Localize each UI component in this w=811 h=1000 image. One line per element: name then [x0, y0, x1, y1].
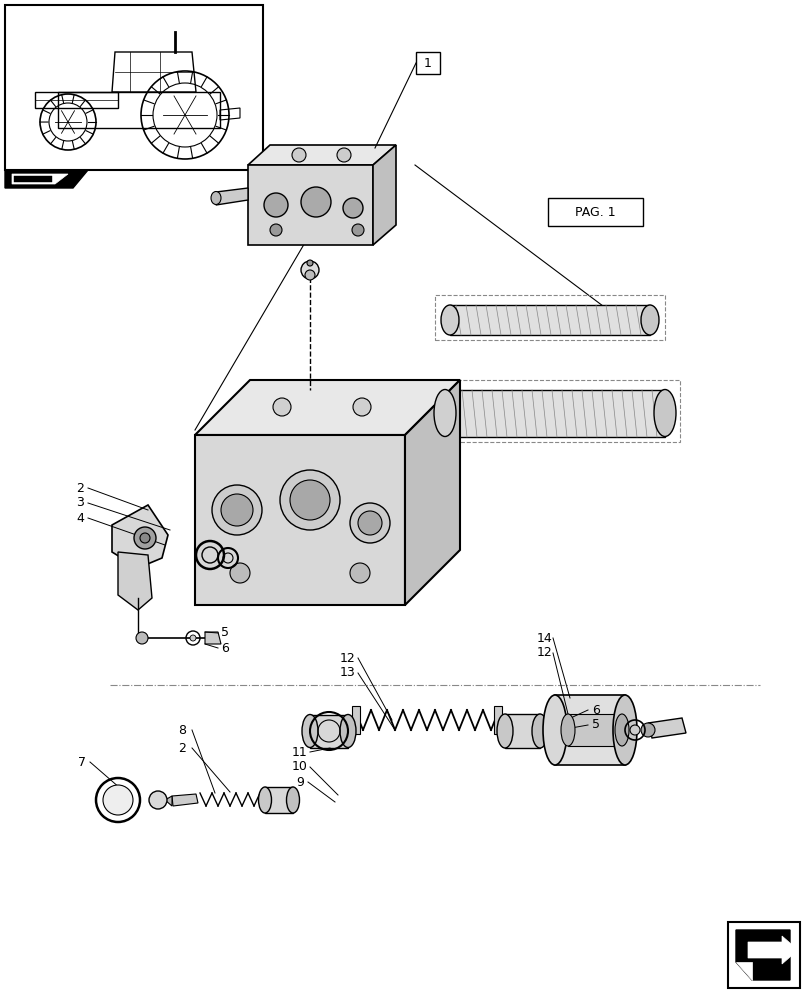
Circle shape [264, 193, 288, 217]
Text: 7: 7 [78, 756, 86, 768]
Text: PAG. 1: PAG. 1 [574, 206, 615, 219]
Circle shape [270, 224, 281, 236]
Text: 12: 12 [536, 646, 552, 660]
Text: 10: 10 [292, 760, 307, 774]
Circle shape [139, 533, 150, 543]
Circle shape [292, 148, 306, 162]
Polygon shape [165, 796, 172, 806]
Ellipse shape [433, 389, 456, 436]
Text: 4: 4 [76, 512, 84, 524]
Circle shape [305, 270, 315, 280]
Circle shape [350, 503, 389, 543]
Polygon shape [735, 930, 789, 980]
Polygon shape [14, 176, 52, 182]
Ellipse shape [302, 714, 318, 747]
Ellipse shape [640, 305, 659, 335]
Circle shape [337, 148, 350, 162]
Circle shape [148, 791, 167, 809]
Circle shape [351, 224, 363, 236]
Ellipse shape [440, 305, 458, 335]
Ellipse shape [543, 695, 566, 765]
Text: 9: 9 [296, 776, 303, 788]
Circle shape [353, 398, 371, 416]
Text: 3: 3 [76, 496, 84, 510]
Text: 2: 2 [178, 741, 186, 754]
Polygon shape [647, 718, 685, 738]
Polygon shape [264, 787, 293, 813]
Polygon shape [112, 505, 168, 568]
Polygon shape [747, 936, 797, 964]
Polygon shape [195, 435, 405, 605]
Polygon shape [449, 305, 649, 335]
Bar [5, 5, 263, 170]
Text: 12: 12 [340, 652, 355, 664]
Polygon shape [216, 188, 247, 205]
Circle shape [301, 261, 319, 279]
Polygon shape [735, 962, 751, 980]
Bar [424, 380, 679, 442]
Ellipse shape [211, 192, 221, 205]
Circle shape [190, 635, 195, 641]
Circle shape [629, 725, 639, 735]
Bar [435, 295, 664, 340]
Polygon shape [5, 170, 88, 188]
Circle shape [301, 187, 331, 217]
Bar [547, 198, 642, 226]
Text: 5: 5 [591, 718, 599, 731]
Bar [727, 922, 799, 988]
Polygon shape [172, 794, 198, 806]
Text: 1: 1 [423, 57, 431, 70]
Text: 14: 14 [536, 632, 552, 644]
Circle shape [212, 485, 262, 535]
Circle shape [350, 563, 370, 583]
Circle shape [307, 260, 312, 266]
Polygon shape [195, 380, 460, 435]
Polygon shape [444, 390, 664, 437]
Bar [415, 52, 440, 74]
Polygon shape [405, 380, 460, 605]
Bar [351, 706, 359, 734]
Ellipse shape [531, 714, 547, 748]
Text: 13: 13 [340, 666, 355, 680]
Polygon shape [247, 145, 396, 165]
Text: 5: 5 [221, 626, 229, 640]
Circle shape [272, 398, 290, 416]
Text: 6: 6 [591, 704, 599, 716]
Ellipse shape [560, 714, 574, 746]
Bar [493, 706, 501, 734]
Polygon shape [310, 715, 348, 748]
Text: 11: 11 [292, 745, 307, 758]
Text: 6: 6 [221, 642, 229, 654]
Text: 2: 2 [76, 482, 84, 494]
Circle shape [230, 563, 250, 583]
Ellipse shape [614, 714, 629, 746]
Circle shape [342, 198, 363, 218]
Polygon shape [554, 695, 624, 765]
Polygon shape [247, 165, 372, 245]
Ellipse shape [653, 389, 676, 436]
Ellipse shape [340, 714, 355, 747]
Circle shape [290, 480, 329, 520]
Circle shape [221, 494, 253, 526]
Ellipse shape [496, 714, 513, 748]
Ellipse shape [612, 695, 636, 765]
Circle shape [135, 632, 148, 644]
Polygon shape [504, 714, 539, 748]
Circle shape [640, 723, 654, 737]
Circle shape [280, 470, 340, 530]
Polygon shape [118, 552, 152, 610]
Circle shape [134, 527, 156, 549]
Circle shape [103, 785, 133, 815]
Polygon shape [372, 145, 396, 245]
Circle shape [358, 511, 381, 535]
Polygon shape [12, 174, 68, 184]
Ellipse shape [286, 787, 299, 813]
Ellipse shape [258, 787, 271, 813]
Polygon shape [568, 714, 621, 746]
Polygon shape [204, 632, 221, 644]
Text: 8: 8 [178, 723, 186, 736]
